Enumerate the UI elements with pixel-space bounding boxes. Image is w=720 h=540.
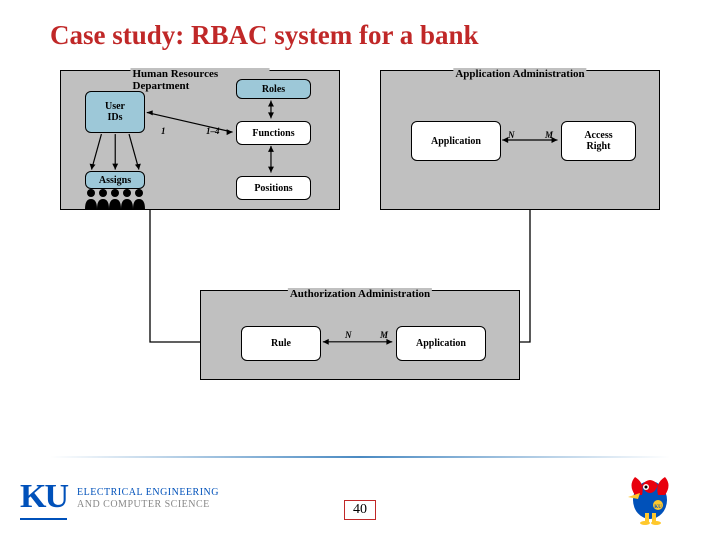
functions-box: Functions [236, 121, 311, 145]
dept-line1: ELECTRICAL ENGINEERING [77, 487, 219, 499]
auth-application-box: Application [396, 326, 486, 361]
app-panel: Application Administration Application A… [380, 70, 660, 210]
application-box: Application [411, 121, 501, 161]
edge-N2: N [345, 330, 352, 340]
app-panel-title: Application Administration [453, 68, 586, 80]
edge-N1: N [508, 130, 515, 140]
roles-box: Roles [236, 79, 311, 99]
page-number: 40 [344, 500, 376, 520]
slide-title: Case study: RBAC system for a bank [50, 20, 479, 51]
ku-logo: KU ELECTRICAL ENGINEERING AND COMPUTER S… [20, 478, 219, 520]
diagram: Human Resources Department [60, 70, 660, 400]
edge-1: 1 [161, 126, 166, 136]
hr-panel: Human Resources Department [60, 70, 340, 210]
svg-text:KU: KU [654, 505, 662, 510]
dept-line2: AND COMPUTER SCIENCE [77, 499, 219, 511]
edge-M1: M [545, 130, 553, 140]
people-icon [83, 187, 148, 209]
user-ids-box: UserIDs [85, 91, 145, 133]
access-right-box: AccessRight [561, 121, 636, 161]
accent-bar [50, 456, 670, 458]
positions-box: Positions [236, 176, 311, 200]
jayhawk-icon: KU [620, 465, 680, 525]
auth-panel: Authorization Administration Rule Applic… [200, 290, 520, 380]
auth-panel-title: Authorization Administration [288, 288, 432, 300]
rule-box: Rule [241, 326, 321, 361]
edge-1-4: 1–4 [206, 126, 220, 136]
edge-M2: M [380, 330, 388, 340]
ku-mark: KU [20, 478, 67, 520]
